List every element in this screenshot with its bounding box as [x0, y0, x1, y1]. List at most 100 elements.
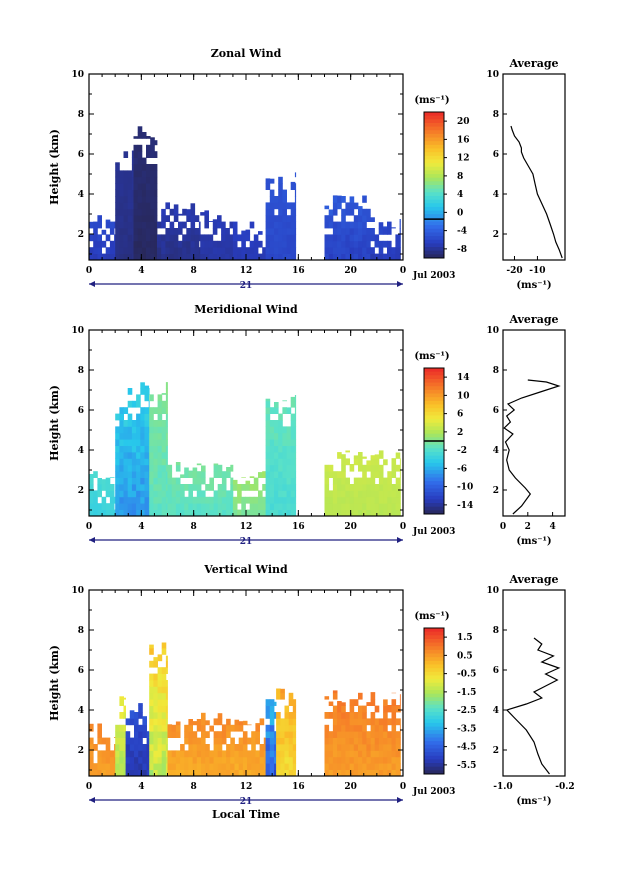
heatmap-cell	[145, 388, 150, 395]
heatmap-cell	[115, 426, 120, 433]
avg-y-tick-label: 8	[493, 110, 499, 120]
heatmap-cell	[366, 490, 371, 497]
heatmap-cell	[266, 209, 271, 216]
heatmap-cell	[325, 490, 330, 497]
heatmap-cell	[140, 433, 145, 440]
heatmap-cell	[153, 757, 158, 764]
heatmap-cell	[209, 763, 214, 770]
heatmap-cell	[325, 206, 330, 210]
heatmap-cell	[145, 407, 150, 414]
heatmap-cell	[140, 420, 145, 427]
heatmap-cell	[362, 196, 367, 203]
heatmap-cell	[341, 222, 346, 229]
heatmap-cell	[370, 234, 375, 241]
heatmap-cell	[260, 718, 265, 725]
heatmap-cell	[383, 228, 388, 235]
heatmap-cell	[205, 744, 210, 751]
heatmap-cell	[193, 744, 198, 751]
heatmap-cell	[106, 750, 111, 757]
heatmap-cell	[158, 503, 163, 510]
heatmap-cell	[128, 234, 133, 241]
heatmap-cell	[174, 241, 179, 248]
heatmap-cell	[255, 731, 260, 738]
heatmap-cell	[392, 725, 397, 732]
heatmap-cell	[153, 674, 158, 681]
heatmap-cell	[166, 433, 168, 440]
heatmap-cell	[366, 465, 371, 472]
heatmap-cell	[119, 458, 124, 465]
heatmap-cell	[134, 209, 139, 216]
heatmap-cell	[138, 183, 143, 190]
colorbar-swatch	[424, 727, 444, 731]
heatmap-cell	[230, 763, 235, 770]
heatmap-cell	[209, 503, 214, 510]
heatmap-cell	[102, 479, 107, 484]
heatmap-cell	[226, 725, 231, 732]
avg-x-tick-label: -10	[529, 266, 545, 276]
heatmap-cell	[362, 465, 367, 472]
heatmap-cell	[233, 480, 238, 485]
heatmap-cell	[341, 196, 346, 203]
heatmap-cell	[358, 209, 363, 216]
heatmap-cell	[325, 497, 330, 504]
heatmap-cell	[333, 693, 338, 700]
heatmap-cell	[146, 241, 151, 248]
heatmap-cell	[200, 254, 205, 261]
heatmap-cell	[115, 744, 120, 751]
colorbar-swatch	[424, 159, 444, 163]
heatmap-cell	[97, 222, 102, 229]
heatmap-cell	[145, 446, 150, 453]
heatmap-cell	[370, 228, 375, 235]
heatmap-cell	[115, 510, 120, 517]
heatmap-cell	[214, 770, 219, 777]
heatmap-cell	[358, 452, 363, 459]
heatmap-cell	[134, 222, 139, 229]
heatmap-cell	[278, 465, 283, 472]
heatmap-cell	[358, 731, 363, 738]
heatmap-cell	[174, 204, 179, 209]
heatmap-cell	[97, 738, 102, 745]
heatmap-cell	[93, 510, 98, 517]
heatmap-cell	[345, 738, 350, 745]
heatmap-cell	[193, 497, 198, 504]
colorbar-swatch	[424, 470, 444, 474]
heatmap-cell	[371, 738, 376, 745]
heatmap-cell	[176, 763, 181, 770]
heatmap-cell	[221, 228, 226, 235]
heatmap-cell	[260, 763, 265, 770]
colorbar-swatch	[424, 463, 444, 467]
heatmap-cell	[168, 750, 173, 757]
colorbar-tick-label: 10	[457, 391, 470, 401]
colorbar-swatch	[424, 661, 444, 665]
heatmap-cell	[387, 241, 392, 248]
heatmap-cell	[102, 241, 107, 248]
heatmap-cell	[188, 738, 193, 745]
heatmap-cell	[149, 407, 154, 414]
heatmap-cell	[250, 497, 255, 504]
heatmap-cell	[379, 254, 384, 261]
heatmap-cell	[166, 718, 168, 725]
heatmap-cell	[358, 738, 363, 745]
heatmap-cell	[149, 484, 154, 491]
heatmap-cell	[350, 228, 355, 235]
heatmap-cell	[93, 471, 98, 478]
heatmap-cell	[276, 770, 281, 777]
heatmap-cell	[110, 750, 115, 757]
heatmap-cell	[146, 234, 151, 241]
heatmap-cell	[276, 731, 281, 738]
heatmap-cell	[233, 241, 238, 248]
heatmap-cell	[354, 763, 359, 770]
heatmap-cell	[291, 497, 296, 504]
heatmap-cell	[266, 458, 271, 465]
heatmap-cell	[146, 228, 151, 235]
heatmap-cell	[149, 686, 154, 693]
meridional-ylabel: Height (km)	[48, 385, 61, 461]
heatmap-cell	[358, 458, 363, 465]
heatmap-cell	[243, 731, 248, 738]
heatmap-cell	[147, 770, 150, 777]
avg-y-tick-label: 8	[493, 366, 499, 376]
heatmap-cell	[115, 222, 120, 229]
colorbar-tick-label: 2	[457, 428, 463, 438]
heatmap-cell	[237, 490, 242, 497]
heatmap-cell	[130, 744, 135, 751]
